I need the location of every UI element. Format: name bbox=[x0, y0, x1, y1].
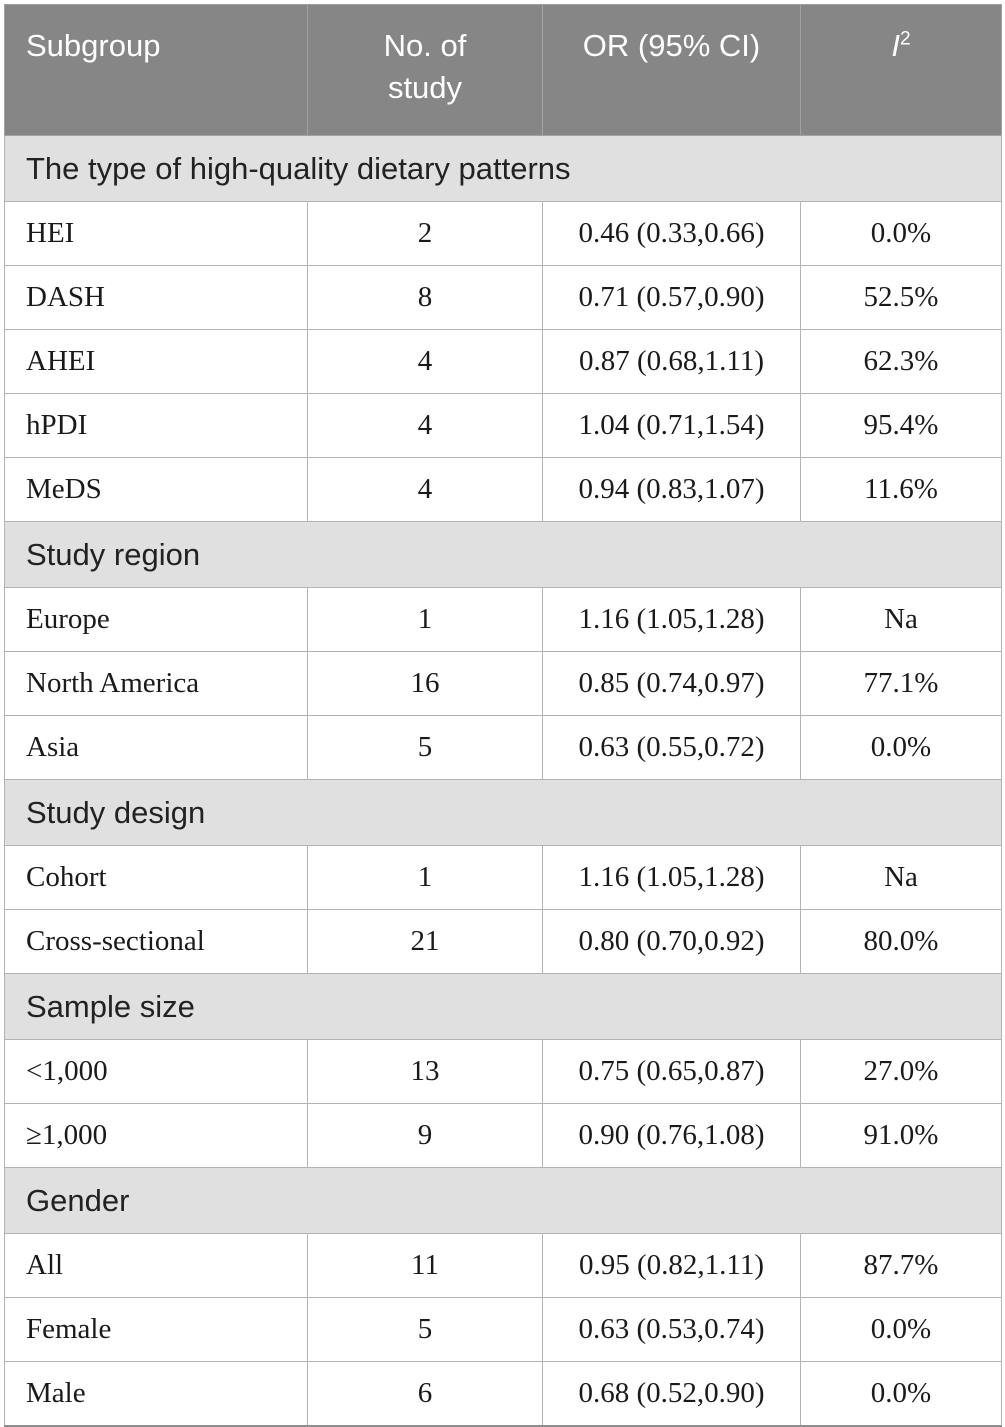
table-row: Male 6 0.68 (0.52,0.90) 0.0% bbox=[4, 1361, 1002, 1427]
cell-subgroup: Male bbox=[4, 1361, 308, 1427]
cell-no-of-study: 11 bbox=[307, 1233, 543, 1298]
cell-i2: 62.3% bbox=[800, 329, 1002, 394]
cell-i2: 0.0% bbox=[800, 1361, 1002, 1427]
cell-or-ci: 1.16 (1.05,1.28) bbox=[542, 845, 801, 910]
cell-no-of-study: 2 bbox=[307, 201, 543, 266]
cell-i2: 11.6% bbox=[800, 457, 1002, 522]
table-row: DASH 8 0.71 (0.57,0.90) 52.5% bbox=[4, 265, 1002, 330]
section-header-row-sample-size: Sample size bbox=[4, 973, 1002, 1040]
cell-no-of-study: 8 bbox=[307, 265, 543, 330]
section-header: Sample size bbox=[4, 973, 1002, 1040]
cell-no-of-study: 13 bbox=[307, 1039, 543, 1104]
cell-subgroup: ≥1,000 bbox=[4, 1103, 308, 1168]
cell-or-ci: 0.80 (0.70,0.92) bbox=[542, 909, 801, 974]
cell-i2: 0.0% bbox=[800, 201, 1002, 266]
table-row: ≥1,000 9 0.90 (0.76,1.08) 91.0% bbox=[4, 1103, 1002, 1168]
cell-subgroup: DASH bbox=[4, 265, 308, 330]
section-header-row-study-design: Study design bbox=[4, 779, 1002, 846]
section-header: Study design bbox=[4, 779, 1002, 846]
cell-no-of-study: 5 bbox=[307, 1297, 543, 1362]
cell-or-ci: 0.71 (0.57,0.90) bbox=[542, 265, 801, 330]
cell-or-ci: 0.94 (0.83,1.07) bbox=[542, 457, 801, 522]
column-header-no-of-study: No. of study bbox=[307, 4, 543, 136]
section-header: Study region bbox=[4, 521, 1002, 588]
cell-no-of-study: 16 bbox=[307, 651, 543, 716]
cell-or-ci: 1.16 (1.05,1.28) bbox=[542, 587, 801, 652]
cell-no-of-study: 21 bbox=[307, 909, 543, 974]
table-header-row: Subgroup No. of study OR (95% CI) I2 bbox=[4, 4, 1002, 136]
table-row: Cross-sectional 21 0.80 (0.70,0.92) 80.0… bbox=[4, 909, 1002, 974]
cell-i2: Na bbox=[800, 587, 1002, 652]
table-row: <1,000 13 0.75 (0.65,0.87) 27.0% bbox=[4, 1039, 1002, 1104]
cell-subgroup: All bbox=[4, 1233, 308, 1298]
cell-no-of-study: 4 bbox=[307, 329, 543, 394]
column-header-subgroup: Subgroup bbox=[4, 4, 308, 136]
cell-i2: 95.4% bbox=[800, 393, 1002, 458]
cell-or-ci: 0.63 (0.53,0.74) bbox=[542, 1297, 801, 1362]
cell-i2: 52.5% bbox=[800, 265, 1002, 330]
section-header-row-gender: Gender bbox=[4, 1167, 1002, 1234]
section-header: The type of high-quality dietary pattern… bbox=[4, 135, 1002, 202]
table-row: Europe 1 1.16 (1.05,1.28) Na bbox=[4, 587, 1002, 652]
cell-or-ci: 0.90 (0.76,1.08) bbox=[542, 1103, 801, 1168]
cell-or-ci: 0.63 (0.55,0.72) bbox=[542, 715, 801, 780]
column-header-or-ci: OR (95% CI) bbox=[542, 4, 801, 136]
cell-subgroup: <1,000 bbox=[4, 1039, 308, 1104]
cell-i2: 0.0% bbox=[800, 715, 1002, 780]
section-header: Gender bbox=[4, 1167, 1002, 1234]
table-row: North America 16 0.85 (0.74,0.97) 77.1% bbox=[4, 651, 1002, 716]
cell-no-of-study: 1 bbox=[307, 587, 543, 652]
cell-or-ci: 1.04 (0.71,1.54) bbox=[542, 393, 801, 458]
cell-no-of-study: 1 bbox=[307, 845, 543, 910]
cell-or-ci: 0.95 (0.82,1.11) bbox=[542, 1233, 801, 1298]
section-header-row-study-region: Study region bbox=[4, 521, 1002, 588]
i2-label: I bbox=[891, 28, 900, 63]
cell-subgroup: AHEI bbox=[4, 329, 308, 394]
cell-no-of-study: 6 bbox=[307, 1361, 543, 1427]
table-row: Asia 5 0.63 (0.55,0.72) 0.0% bbox=[4, 715, 1002, 780]
table-row: Cohort 1 1.16 (1.05,1.28) Na bbox=[4, 845, 1002, 910]
cell-i2: 91.0% bbox=[800, 1103, 1002, 1168]
column-header-i2: I2 bbox=[800, 4, 1002, 136]
cell-i2: 87.7% bbox=[800, 1233, 1002, 1298]
i2-superscript: 2 bbox=[899, 28, 911, 50]
cell-i2: Na bbox=[800, 845, 1002, 910]
column-header-no-of-study-label: No. of study bbox=[383, 28, 467, 105]
cell-or-ci: 0.75 (0.65,0.87) bbox=[542, 1039, 801, 1104]
cell-subgroup: Europe bbox=[4, 587, 308, 652]
cell-i2: 27.0% bbox=[800, 1039, 1002, 1104]
cell-or-ci: 0.46 (0.33,0.66) bbox=[542, 201, 801, 266]
cell-no-of-study: 4 bbox=[307, 457, 543, 522]
cell-or-ci: 0.85 (0.74,0.97) bbox=[542, 651, 801, 716]
cell-no-of-study: 9 bbox=[307, 1103, 543, 1168]
table-row: AHEI 4 0.87 (0.68,1.11) 62.3% bbox=[4, 329, 1002, 394]
cell-no-of-study: 5 bbox=[307, 715, 543, 780]
cell-i2: 0.0% bbox=[800, 1297, 1002, 1362]
cell-or-ci: 0.87 (0.68,1.11) bbox=[542, 329, 801, 394]
cell-subgroup: North America bbox=[4, 651, 308, 716]
section-header-row-dietary-patterns: The type of high-quality dietary pattern… bbox=[4, 135, 1002, 202]
cell-no-of-study: 4 bbox=[307, 393, 543, 458]
cell-subgroup: Asia bbox=[4, 715, 308, 780]
cell-subgroup: Female bbox=[4, 1297, 308, 1362]
subgroup-analysis-figure: Subgroup No. of study OR (95% CI) I2 The… bbox=[4, 4, 1002, 1427]
subgroup-analysis-table: Subgroup No. of study OR (95% CI) I2 The… bbox=[4, 4, 1002, 1427]
cell-subgroup: MeDS bbox=[4, 457, 308, 522]
cell-or-ci: 0.68 (0.52,0.90) bbox=[542, 1361, 801, 1427]
table-row: MeDS 4 0.94 (0.83,1.07) 11.6% bbox=[4, 457, 1002, 522]
table-row: All 11 0.95 (0.82,1.11) 87.7% bbox=[4, 1233, 1002, 1298]
cell-subgroup: Cross-sectional bbox=[4, 909, 308, 974]
table-row: Female 5 0.63 (0.53,0.74) 0.0% bbox=[4, 1297, 1002, 1362]
cell-i2: 77.1% bbox=[800, 651, 1002, 716]
cell-subgroup: Cohort bbox=[4, 845, 308, 910]
table-row: HEI 2 0.46 (0.33,0.66) 0.0% bbox=[4, 201, 1002, 266]
cell-subgroup: hPDI bbox=[4, 393, 308, 458]
table-row: hPDI 4 1.04 (0.71,1.54) 95.4% bbox=[4, 393, 1002, 458]
cell-subgroup: HEI bbox=[4, 201, 308, 266]
cell-i2: 80.0% bbox=[800, 909, 1002, 974]
